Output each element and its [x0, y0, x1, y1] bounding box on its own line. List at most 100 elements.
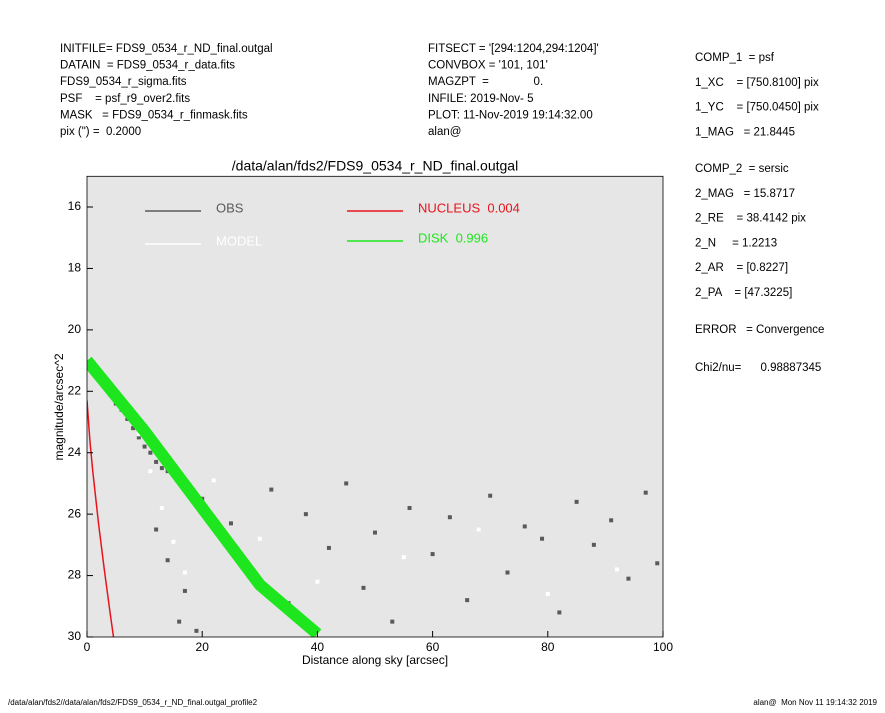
fit-parameter: Chi2/nu= 0.98887345	[695, 362, 821, 374]
fit-parameter: 2_RE = 38.4142 pix	[695, 213, 806, 225]
header-line: INITFILE= FDS9_0534_r_ND_final.outgal	[60, 43, 273, 55]
data-point	[269, 487, 274, 492]
y-tick-label: 24	[68, 445, 82, 459]
x-tick-label: 80	[541, 640, 555, 654]
header-line: FDS9_0534_r_sigma.fits	[60, 76, 187, 88]
fit-parameter: 2_AR = [0.8227]	[695, 262, 788, 274]
x-tick-label: 100	[653, 640, 673, 654]
data-point	[557, 610, 562, 615]
y-tick-label: 22	[68, 383, 82, 397]
model-line	[87, 400, 115, 638]
data-point	[574, 499, 579, 504]
data-point	[229, 521, 233, 526]
data-point	[591, 542, 596, 547]
data-point	[257, 536, 262, 541]
header-line: DATAIN = FDS9_0534_r_data.fits	[60, 60, 235, 72]
data-point	[136, 435, 141, 440]
data-point	[476, 527, 481, 532]
data-point	[447, 515, 452, 520]
y-tick-label: 16	[68, 199, 82, 213]
data-point	[171, 539, 176, 544]
fit-parameter: 2_MAG = 15.8717	[695, 188, 795, 200]
data-point	[609, 518, 614, 523]
x-tick-label: 60	[426, 640, 440, 654]
data-point	[401, 555, 406, 560]
data-point	[182, 570, 187, 575]
y-tick-label: 28	[68, 568, 82, 582]
data-point	[136, 432, 141, 437]
footer-left: /data/alan/fds2//data/alan/fds2/FDS9_053…	[8, 698, 258, 707]
header-line: PSF = psf_r9_over2.fits	[60, 93, 190, 105]
legend-label: DISK 0.996	[418, 230, 488, 245]
data-point	[505, 570, 510, 575]
data-point	[614, 567, 619, 572]
header-line: CONVBOX = '101, 101'	[428, 60, 548, 72]
fit-parameter: 2_N = 1.2213	[695, 237, 777, 249]
header-line: PLOT: 11-Nov-2019 19:14:32.00	[428, 109, 593, 121]
chart-title: /data/alan/fds2/FDS9_0534_r_ND_final.out…	[232, 158, 518, 174]
data-point	[165, 558, 170, 563]
data-point	[522, 524, 527, 529]
data-point	[373, 530, 377, 535]
data-point	[344, 481, 349, 486]
data-point	[643, 490, 648, 495]
plot-area	[87, 176, 663, 638]
y-tick-label: 26	[68, 506, 82, 520]
data-point	[655, 561, 660, 566]
plot-frame	[86, 175, 664, 638]
header-line: MAGZPT = 0.	[428, 76, 543, 88]
data-point	[545, 592, 550, 597]
fit-parameter: ERROR = Convergence	[695, 324, 824, 336]
header-line: pix (") = 0.2000	[60, 126, 141, 138]
data-point	[465, 598, 470, 603]
header-line: MASK = FDS9_0534_r_finmask.fits	[60, 109, 248, 121]
data-point	[154, 527, 159, 532]
data-point	[407, 506, 412, 511]
data-point	[315, 579, 320, 584]
data-point	[148, 450, 153, 455]
x-tick-label: 0	[84, 640, 91, 654]
y-tick-label: 20	[68, 322, 82, 336]
data-point	[182, 588, 187, 593]
data-point	[159, 506, 164, 511]
data-point	[177, 619, 182, 624]
fit-parameter: 1_XC = [750.8100] pix	[695, 77, 819, 89]
data-point	[390, 619, 395, 624]
data-point	[142, 444, 147, 449]
data-point	[361, 585, 366, 590]
data-point	[488, 493, 493, 498]
model-band	[87, 356, 322, 638]
header-line: INFILE: 2019-Nov- 5	[428, 93, 533, 105]
x-tick-label: 20	[196, 640, 210, 654]
data-point	[626, 576, 631, 581]
plot	[87, 356, 660, 638]
data-point	[211, 478, 216, 483]
y-tick-label: 30	[68, 629, 82, 643]
y-axis-label: magnitude/arcsec^2	[52, 353, 66, 460]
x-axis-label: Distance along sky [arcsec]	[302, 653, 448, 667]
fit-parameter: 1_YC = [750.0450] pix	[695, 102, 819, 114]
footer-right: alan@ Mon Nov 11 19:14:32 2019	[753, 698, 877, 707]
data-point	[326, 545, 331, 550]
data-point	[131, 426, 136, 431]
fit-parameter: COMP_1 = psf	[695, 52, 775, 64]
data-point	[540, 536, 545, 541]
fit-parameter: 1_MAG = 21.8445	[695, 126, 795, 138]
data-point	[159, 466, 164, 471]
header-line: FITSECT = '[294:1204,294:1204]'	[428, 43, 599, 55]
legend-label: MODEL	[216, 233, 262, 248]
fit-parameter: COMP_2 = sersic	[695, 163, 789, 175]
data-point	[430, 552, 435, 557]
header-line: alan@	[428, 126, 461, 138]
data-point	[148, 469, 153, 474]
data-point	[154, 459, 159, 464]
data-point	[303, 512, 308, 517]
fit-parameter: 2_PA = [47.3225]	[695, 287, 792, 299]
y-tick-label: 18	[68, 261, 82, 275]
legend-label: OBS	[216, 200, 244, 215]
x-tick-label: 40	[311, 640, 325, 654]
data-point	[194, 628, 199, 633]
legend-label: NUCLEUS 0.004	[418, 200, 520, 215]
